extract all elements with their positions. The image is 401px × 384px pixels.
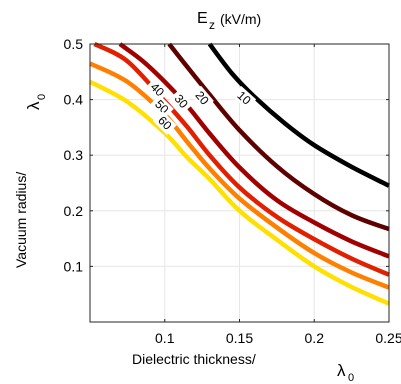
contour-label-gap [152, 110, 177, 136]
contour-line-30 [118, 42, 390, 259]
chart-title-subscript: z [209, 18, 215, 32]
contour-line-50 [89, 61, 390, 290]
contour-label-10: 10 [231, 86, 257, 110]
x-tick-label: 0.1 [155, 330, 175, 346]
contour-line-20 [167, 42, 390, 232]
contour-line-10 [207, 42, 391, 188]
contour-label-30: 30 [169, 89, 193, 114]
x-tick-label: 0.15 [226, 330, 253, 346]
y-axis-label-symbol: λ [24, 101, 43, 110]
contour-curves [88, 41, 391, 306]
contour-label-gap [190, 85, 214, 111]
contour-label-60: 60 [152, 110, 177, 136]
x-axis-label-symbol-sub: 0 [348, 372, 354, 384]
y-tick-label: 0.4 [64, 92, 84, 108]
y-tick-label: 0.3 [64, 147, 84, 163]
chart-title: E [197, 10, 208, 27]
y-tick-label: 0.1 [64, 258, 84, 274]
y-axis-label: Vacuum radius/ [13, 172, 29, 268]
chart-title-unit: (kV/m) [220, 11, 261, 27]
y-ticks: 0.1 0.2 0.3 0.4 0.5 [64, 36, 389, 274]
contour-label-gap [149, 94, 174, 119]
contour-label-gap [145, 77, 170, 102]
x-tick-label: 0.25 [375, 330, 401, 346]
contour-label-gap [169, 89, 193, 114]
x-axis-label-symbol: λ [337, 361, 346, 380]
x-tick-label: 0.2 [305, 330, 325, 346]
contour-line-40 [93, 41, 390, 277]
y-tick-label: 0.5 [64, 36, 84, 52]
contour-label-40: 40 [145, 77, 170, 102]
contour-label-20: 20 [190, 85, 214, 111]
contour-label-gap [231, 86, 257, 110]
y-axis-label-symbol-sub: 0 [36, 94, 48, 100]
contour-label-50: 50 [149, 94, 174, 119]
y-tick-label: 0.2 [64, 203, 84, 219]
contour-line-60 [88, 79, 390, 306]
x-axis-label: Dielectric thickness/ [132, 351, 256, 367]
x-ticks: 0.1 0.15 0.2 0.25 [155, 44, 401, 346]
